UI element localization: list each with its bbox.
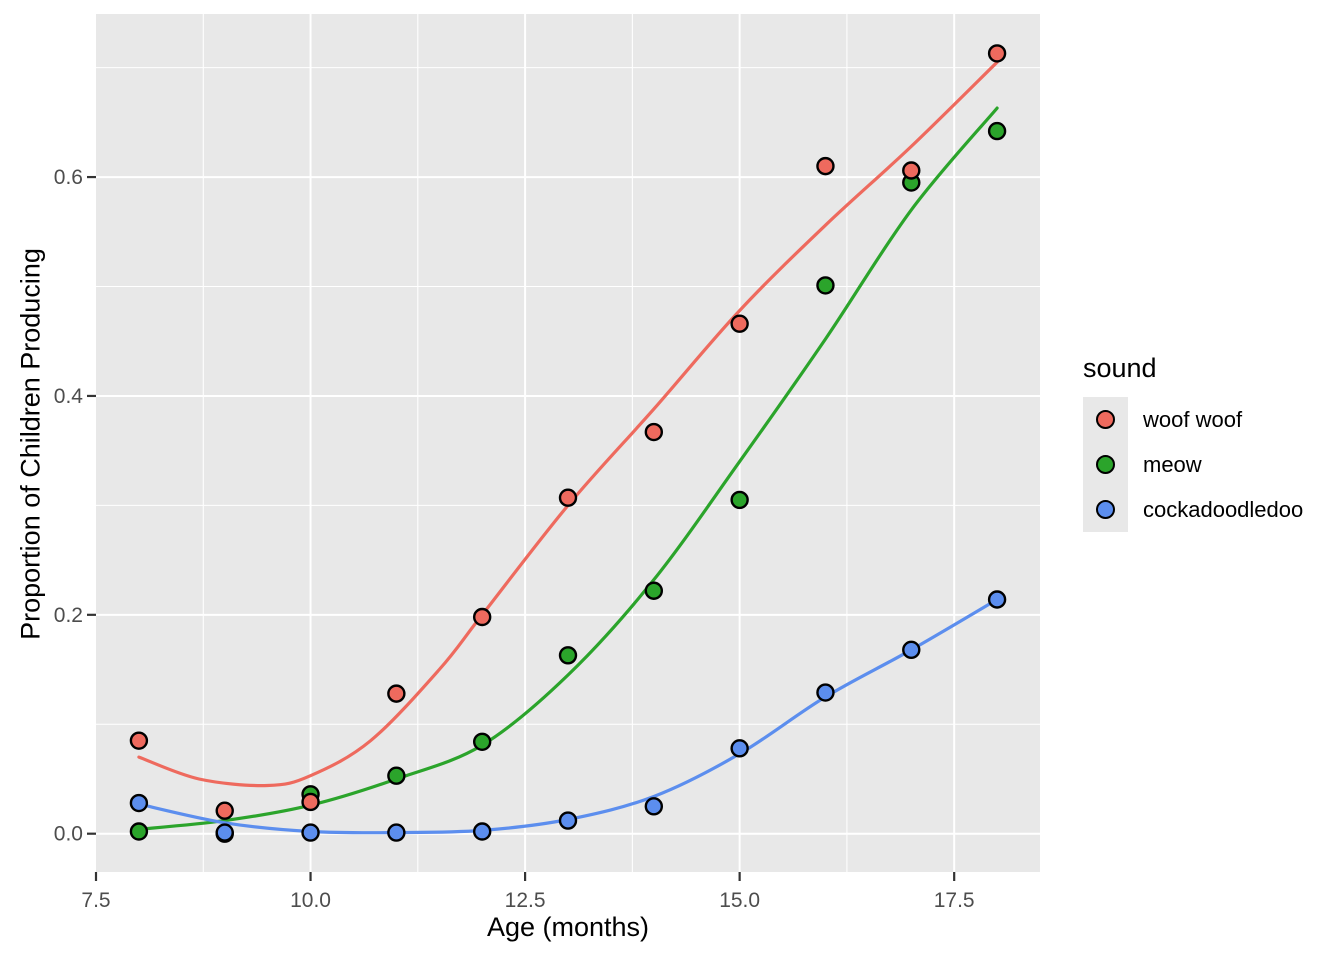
data-point-cockadoodledoo bbox=[301, 823, 320, 842]
data-point-meow bbox=[987, 121, 1007, 141]
legend-item-woof-woof: woof woof bbox=[1083, 397, 1303, 442]
data-point-meow bbox=[472, 732, 492, 751]
data-point-meow bbox=[558, 646, 578, 665]
data-point-woof-woof bbox=[730, 314, 749, 333]
data-point-woof-woof bbox=[129, 731, 149, 750]
x-tick-label: 12.5 bbox=[505, 889, 546, 912]
data-point-cockadoodledoo bbox=[816, 683, 835, 702]
data-point-meow bbox=[644, 581, 664, 600]
legend-item-label: cockadoodledoo bbox=[1143, 496, 1304, 522]
legend-point-icon bbox=[1096, 410, 1115, 429]
data-point-woof-woof bbox=[987, 44, 1007, 63]
legend-title: sound bbox=[1083, 353, 1157, 383]
y-tick-label: 0.6 bbox=[54, 166, 83, 189]
x-tick-label: 10.0 bbox=[290, 889, 331, 912]
data-point-woof-woof bbox=[558, 488, 578, 507]
y-axis-title: Proportion of Children Producing bbox=[15, 248, 46, 640]
data-point-meow bbox=[129, 822, 149, 841]
data-point-woof-woof bbox=[902, 161, 921, 180]
data-point-cockadoodledoo bbox=[129, 793, 149, 813]
x-tick-label: 7.5 bbox=[81, 889, 110, 912]
legend-item-meow: meow bbox=[1083, 442, 1303, 487]
y-tick-label: 0.0 bbox=[54, 823, 83, 846]
legend-items: woof woof meow cockadoodledoo bbox=[1083, 397, 1303, 532]
data-point-cockadoodledoo bbox=[644, 797, 664, 816]
legend-item-label: woof woof bbox=[1143, 406, 1243, 432]
x-tick-label: 15.0 bbox=[719, 889, 760, 912]
smooth-curve-woof-woof bbox=[137, 60, 999, 788]
data-point-meow bbox=[387, 766, 406, 785]
plot-panel bbox=[96, 14, 1040, 872]
legend-point-icon bbox=[1096, 455, 1115, 474]
data-point-cockadoodledoo bbox=[387, 823, 406, 842]
legend: sound woof woof meow cockadoodledoo bbox=[1083, 352, 1303, 532]
legend-point-icon bbox=[1096, 500, 1115, 519]
x-tick-label: 17.5 bbox=[934, 889, 975, 912]
data-point-cockadoodledoo bbox=[730, 739, 749, 758]
data-point-cockadoodledoo bbox=[902, 640, 921, 660]
data-point-cockadoodledoo bbox=[472, 822, 492, 841]
data-point-cockadoodledoo bbox=[558, 811, 578, 830]
y-tick-label: 0.2 bbox=[54, 604, 83, 627]
legend-item-cockadoodledoo: cockadoodledoo bbox=[1083, 487, 1303, 532]
data-point-cockadoodledoo bbox=[987, 590, 1007, 609]
data-point-meow bbox=[730, 490, 749, 510]
data-point-woof-woof bbox=[816, 156, 835, 176]
data-point-woof-woof bbox=[301, 792, 320, 812]
legend-item-label: meow bbox=[1143, 451, 1202, 477]
data-point-woof-woof bbox=[472, 607, 492, 627]
data-point-meow bbox=[816, 276, 835, 295]
y-tick-label: 0.4 bbox=[54, 385, 84, 408]
data-point-cockadoodledoo bbox=[215, 823, 234, 842]
x-axis-title: Age (months) bbox=[486, 912, 650, 942]
data-point-woof-woof bbox=[644, 422, 664, 442]
legend-key bbox=[1083, 442, 1128, 487]
legend-key bbox=[1083, 487, 1128, 532]
data-point-woof-woof bbox=[387, 684, 406, 703]
data-point-woof-woof bbox=[215, 801, 234, 820]
legend-key bbox=[1083, 397, 1128, 442]
